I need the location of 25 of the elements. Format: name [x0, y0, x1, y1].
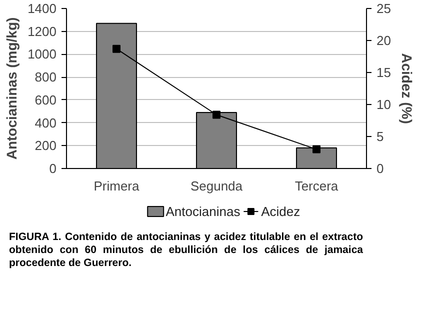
text: FIGURA 1. Contenido de antocianinas y acidez titulable en el extracto obtenido con 60 minutos de ebullición de los cálices de jamaica procedente de Guerrero.	[9, 231, 363, 270]
y2-axis-title: Acidez (%)	[398, 53, 415, 124]
legend-label: Antocianinas	[166, 204, 241, 219]
x-tick-label: Primera	[94, 178, 140, 194]
y-axis-title: Antocianinas (mg/kg)	[4, 17, 20, 160]
point	[212, 110, 220, 119]
y2-tick-label: 5	[376, 129, 384, 144]
y2-tick-label: 20	[376, 33, 391, 48]
legend-label: Acidez	[261, 204, 300, 219]
y-tick-label: 1200	[28, 24, 56, 39]
y-tick-label: 1000	[28, 46, 56, 62]
y2-tick-label: 0	[376, 161, 384, 176]
y-tick-label: 400	[34, 115, 57, 130]
point	[312, 145, 320, 154]
y2-tick-label: 10	[376, 97, 391, 112]
x-tick-label: Tercera	[294, 178, 339, 194]
y-tick-label: 0	[49, 161, 57, 176]
y2-tick-label: 15	[376, 65, 391, 80]
y-tick-label: 1400	[28, 1, 56, 16]
point	[112, 44, 120, 53]
y2-tick-label: 25	[376, 1, 391, 16]
y-tick-label: 200	[34, 138, 57, 154]
x-tick-label: Segunda	[190, 178, 244, 194]
y-tick-label: 600	[34, 92, 57, 108]
y-tick-label: 800	[34, 70, 57, 85]
